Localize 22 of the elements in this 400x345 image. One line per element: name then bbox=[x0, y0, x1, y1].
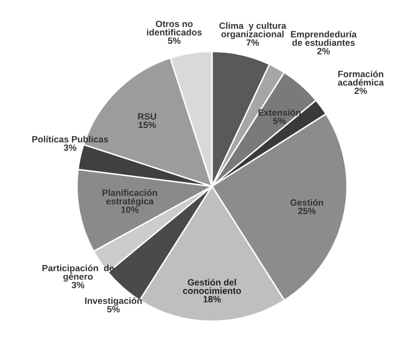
data-label: 2% bbox=[317, 48, 330, 54]
slice-label: Formación académica bbox=[338, 70, 384, 86]
slice-label: Clima y cultura organizacional bbox=[219, 22, 286, 40]
slice-label: Gestión del conocimiento bbox=[183, 278, 241, 294]
slice-label: Emprendeduría de estudiantes bbox=[291, 30, 357, 46]
slice-label: Investigación bbox=[85, 297, 142, 306]
data-label: 2% bbox=[354, 88, 368, 94]
slice-label: Gestión bbox=[290, 198, 324, 206]
data-label: 18% bbox=[204, 296, 221, 302]
data-label: 3% bbox=[72, 282, 84, 288]
data-label: 3% bbox=[64, 144, 76, 151]
slice-label: RSU bbox=[138, 113, 156, 120]
data-label: 7% bbox=[246, 39, 259, 46]
data-label: 10% bbox=[121, 206, 139, 213]
slice-label: Otros no identificados bbox=[147, 20, 202, 36]
slice-label: Participación de género bbox=[42, 264, 114, 282]
data-label: 5% bbox=[168, 38, 180, 44]
slice-label: Planificación estratégica bbox=[102, 189, 158, 206]
data-label: 5% bbox=[273, 118, 286, 124]
data-label: 5% bbox=[107, 306, 120, 312]
data-label: 15% bbox=[138, 122, 156, 128]
data-label: 25% bbox=[298, 208, 316, 214]
